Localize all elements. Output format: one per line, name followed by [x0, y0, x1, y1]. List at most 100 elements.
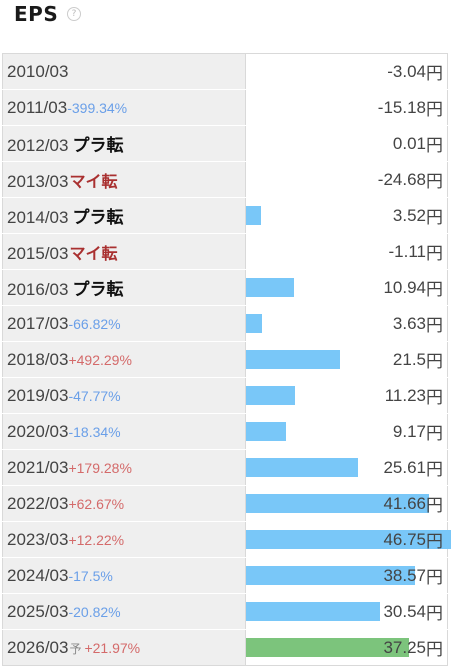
period-cell: 2019/03-47.77% [2, 377, 246, 414]
table-row: 2021/03+179.28% 25.61 円 [2, 449, 448, 486]
eps-value-cell: 41.66 円 [245, 485, 448, 522]
eps-amount-unit: 円 [426, 496, 443, 515]
eps-value-cell: 46.75 円 [245, 521, 451, 558]
eps-bar [246, 350, 340, 369]
eps-amount-unit: 円 [426, 460, 443, 479]
eps-amount: 41.66 円 [383, 486, 443, 521]
fiscal-period: 2019/03 [7, 385, 69, 405]
eps-amount-unit: 円 [426, 280, 443, 299]
eps-amount-unit: 円 [426, 208, 443, 227]
eps-header: EPS ? [0, 0, 452, 52]
fiscal-period: 2011/03 [7, 97, 68, 117]
period-cell: 2016/03 プラ転 [2, 269, 246, 306]
eps-value-cell: 30.54 円 [245, 593, 448, 630]
period-cell: 2010/03 [2, 53, 246, 90]
eps-value-cell: 10.94 円 [245, 269, 448, 306]
period-cell: 2021/03+179.28% [2, 449, 246, 486]
eps-amount: 21.5 円 [393, 342, 443, 377]
eps-amount: -1.11 円 [389, 234, 444, 269]
eps-amount-unit: 円 [426, 640, 443, 659]
fiscal-period: 2020/03 [7, 421, 69, 441]
period-cell: 2022/03+62.67% [2, 485, 246, 522]
eps-bar [246, 566, 415, 585]
yoy-change: +21.97% [84, 639, 141, 656]
page-title: EPS [14, 2, 59, 26]
eps-amount-number: 30.54 [383, 601, 426, 621]
fiscal-period: 2014/03 [7, 208, 69, 227]
period-cell: 2026/03予 +21.97% [2, 629, 246, 666]
eps-amount-number: 10.94 [383, 277, 426, 297]
period-cell: 2015/03マイ転 [2, 233, 246, 270]
eps-amount-unit: 円 [426, 568, 443, 587]
yoy-change: -66.82% [68, 315, 121, 332]
eps-amount: 38.57 円 [383, 558, 443, 593]
yoy-change: -399.34% [67, 99, 128, 116]
eps-amount: 9.17 円 [393, 414, 443, 449]
eps-amount-unit: 円 [426, 244, 443, 263]
eps-amount-unit: 円 [426, 604, 443, 623]
table-row: 2014/03 プラ転 3.52 円 [2, 197, 448, 234]
period-cell: 2014/03 プラ転 [2, 197, 246, 234]
table-row: 2025/03-20.82% 30.54 円 [2, 593, 448, 630]
fiscal-period: 2024/03 [7, 565, 69, 585]
eps-value-cell: -1.11 円 [245, 233, 448, 270]
table-row: 2023/03+12.22% 46.75 円 [2, 521, 451, 558]
table-row: 2018/03+492.29% 21.5 円 [2, 341, 448, 378]
eps-amount-number: 46.75 [383, 529, 426, 549]
eps-amount: -3.04 円 [387, 54, 443, 89]
eps-amount: 3.63 円 [393, 306, 443, 341]
eps-value-cell: -24.68 円 [245, 161, 448, 198]
eps-amount-number: 11.23 [384, 385, 426, 405]
fiscal-period: 2017/03 [7, 313, 69, 333]
eps-amount: 10.94 円 [383, 270, 443, 305]
table-row: 2017/03-66.82% 3.63 円 [2, 305, 448, 342]
eps-amount-number: 9.17 [392, 421, 426, 441]
table-row: 2020/03-18.34% 9.17 円 [2, 413, 448, 450]
eps-amount-unit: 円 [426, 352, 443, 371]
period-cell: 2012/03 プラ転 [2, 125, 246, 162]
eps-amount: -24.68 円 [378, 162, 443, 197]
help-icon[interactable]: ? [67, 7, 81, 21]
yoy-change: +492.29% [68, 351, 132, 368]
eps-bar [246, 386, 295, 405]
eps-amount-number: 3.52 [392, 205, 426, 225]
table-row: 2015/03マイ転 -1.11 円 [2, 233, 448, 270]
eps-amount-unit: 円 [426, 100, 443, 119]
eps-value-cell: 0.01 円 [245, 125, 448, 162]
eps-amount-unit: 円 [426, 316, 443, 335]
eps-amount: 3.52 円 [393, 198, 443, 233]
eps-amount-number: -15.18 [377, 97, 426, 117]
eps-bar [246, 458, 358, 477]
period-cell: 2017/03-66.82% [2, 305, 246, 342]
fiscal-period: 2012/03 [7, 136, 69, 155]
eps-value-cell: 9.17 円 [245, 413, 448, 450]
profit-status-label: マイ転 [69, 245, 118, 263]
profit-status-label: マイ転 [69, 173, 118, 191]
yoy-change: -18.34% [68, 423, 121, 440]
eps-amount-unit: 円 [426, 64, 443, 83]
eps-amount-number: 37.25 [383, 637, 426, 657]
period-cell: 2024/03-17.5% [2, 557, 246, 594]
eps-amount: 25.61 円 [383, 450, 443, 485]
period-cell: 2025/03-20.82% [2, 593, 246, 630]
profit-status-label: プラ転 [72, 136, 124, 155]
yoy-change: -47.77% [68, 387, 121, 404]
eps-amount-number: 38.57 [383, 565, 426, 585]
eps-amount: 11.23 円 [385, 378, 443, 413]
fiscal-period: 2026/03 [7, 637, 69, 657]
table-row: 2024/03-17.5% 38.57 円 [2, 557, 448, 594]
yoy-change: -20.82% [68, 603, 121, 620]
period-cell: 2013/03マイ転 [2, 161, 246, 198]
eps-amount-unit: 円 [426, 136, 443, 155]
table-row: 2011/03-399.34% -15.18 円 [2, 89, 448, 126]
eps-value-cell: 38.57 円 [245, 557, 448, 594]
period-cell: 2023/03+12.22% [2, 521, 246, 558]
eps-value-cell: 3.52 円 [245, 197, 448, 234]
eps-amount: 30.54 円 [383, 594, 443, 629]
eps-amount-unit: 円 [426, 424, 443, 443]
fiscal-period: 2018/03 [7, 349, 69, 369]
yoy-change: +179.28% [68, 459, 132, 476]
eps-amount: 0.01 円 [393, 126, 443, 161]
eps-value-cell: 3.63 円 [245, 305, 448, 342]
fiscal-period: 2025/03 [7, 601, 69, 621]
